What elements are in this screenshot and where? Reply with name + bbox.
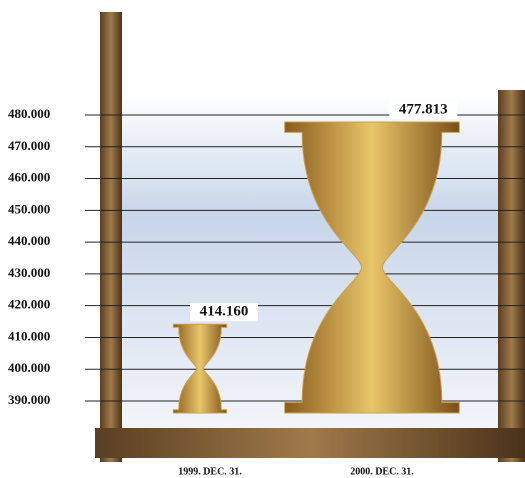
hourglass <box>284 121 460 414</box>
y-tick-label: 420.000 <box>8 297 50 312</box>
y-tick-label: 440.000 <box>8 233 50 248</box>
frame-left <box>100 12 122 462</box>
frame-bottom <box>95 428 525 458</box>
value-label-bg <box>189 303 258 322</box>
x-tick-label: 2000. DEC. 31. <box>350 466 414 477</box>
frame-right <box>498 90 525 462</box>
y-tick-label: 400.000 <box>8 360 50 375</box>
value-label: 414.160 <box>200 304 249 320</box>
y-tick-label: 480.000 <box>8 106 50 121</box>
y-tick-label: 430.000 <box>8 265 50 280</box>
x-tick-label: 1999. DEC. 31. <box>178 466 242 477</box>
y-tick-label: 470.000 <box>8 138 50 153</box>
y-tick-label: 460.000 <box>8 170 50 185</box>
y-tick-label: 390.000 <box>8 392 50 407</box>
hourglass <box>172 323 228 414</box>
value-label: 477.813 <box>399 101 448 117</box>
y-tick-label: 410.000 <box>8 328 50 343</box>
y-tick-label: 450.000 <box>8 201 50 216</box>
value-label-bg <box>389 100 458 119</box>
